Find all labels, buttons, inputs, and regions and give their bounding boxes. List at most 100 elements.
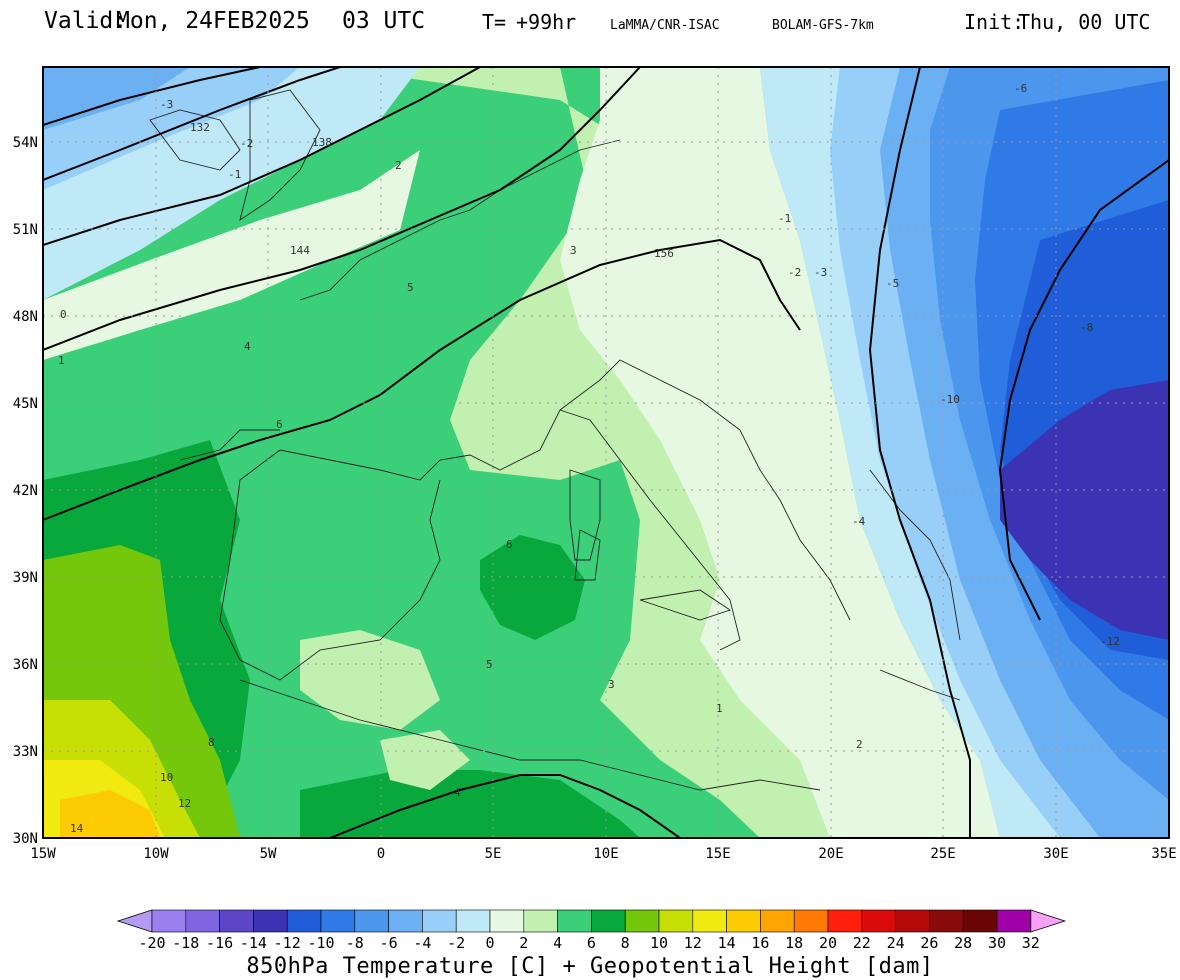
colorbar-title: 850hPa Temperature [C] + Geopotential He… xyxy=(246,954,934,979)
label-e-minus1: -1 xyxy=(778,212,791,225)
lat-axis: 54N 51N 48N 45N 42N 39N 36N 33N 30N xyxy=(13,135,38,847)
lon-label: 10W xyxy=(143,846,169,862)
colorbar-swatch xyxy=(793,909,829,933)
label-minus12: -12 xyxy=(1100,635,1120,648)
colorbar-swatch xyxy=(185,909,220,933)
colorbar-tick-label: -6 xyxy=(380,934,398,952)
colorbar-tick-label: 2 xyxy=(519,934,528,952)
label-s-3: 3 xyxy=(608,678,615,691)
colorbar-swatch xyxy=(624,909,660,933)
lat-label: 48N xyxy=(13,309,38,325)
colorbar-swatch xyxy=(895,909,930,933)
colorbar-tick-label: 20 xyxy=(819,934,837,952)
colorbar-swatch xyxy=(658,909,694,933)
lat-label: 42N xyxy=(13,483,38,499)
colorbar-swatch xyxy=(523,909,558,933)
colorbar-tick-label: 0 xyxy=(485,934,494,952)
colorbar-tick-label: 32 xyxy=(1022,934,1040,952)
label-minus4: -4 xyxy=(852,515,866,528)
model-label: BOLAM-GFS-7km xyxy=(772,18,874,33)
label-5: 5 xyxy=(407,281,414,294)
lat-label: 36N xyxy=(13,657,38,673)
lon-label: 15E xyxy=(705,846,730,862)
colorbar-tick-label: 6 xyxy=(587,934,596,952)
lat-label: 54N xyxy=(13,135,38,151)
lat-label: 30N xyxy=(13,831,38,847)
valid-time: 03 UTC xyxy=(342,8,426,34)
colorbar-swatch xyxy=(455,909,491,933)
colorbar-swatch xyxy=(760,909,795,933)
lon-label: 35E xyxy=(1151,846,1176,862)
lon-label: 0 xyxy=(377,846,385,862)
init-label: Init: xyxy=(964,10,1025,34)
colorbar-swatch xyxy=(929,909,964,933)
label-6: 6 xyxy=(276,418,283,431)
colorbar-tick-label: -12 xyxy=(274,934,301,952)
lon-label: 25E xyxy=(930,846,955,862)
colorbar-tick-label: -18 xyxy=(172,934,199,952)
colorbar-tick-label: 16 xyxy=(751,934,769,952)
colorbar-tick-label: -4 xyxy=(413,934,431,952)
colorbar-tick-label: 28 xyxy=(954,934,972,952)
colorbar-swatch xyxy=(219,909,254,933)
colorbar-tick-label: -10 xyxy=(307,934,334,952)
source-label: LaMMA/CNR-ISAC xyxy=(610,18,720,33)
label-minus3: -3 xyxy=(160,98,173,111)
colorbar-swatch xyxy=(962,909,998,933)
label-10: 10 xyxy=(160,771,173,784)
coastlines xyxy=(149,89,961,791)
lat-label: 45N xyxy=(13,396,38,412)
label-3: 3 xyxy=(570,244,577,257)
label-minus8: -8 xyxy=(1080,321,1093,334)
colorbar-lower-arrow xyxy=(116,909,153,933)
lon-label: 15W xyxy=(30,846,56,862)
lon-label: 5E xyxy=(485,846,502,862)
label-0: 0 xyxy=(60,308,67,321)
label-e-minus2: -2 xyxy=(788,266,801,279)
label-minus6: -6 xyxy=(1014,82,1027,95)
colorbar-swatch xyxy=(354,909,389,933)
label-2: 2 xyxy=(395,159,402,172)
lon-axis: 15W 10W 5W 0 5E 10E 15E 20E 25E 30E 35E xyxy=(30,846,1176,862)
label-12: 12 xyxy=(178,797,191,810)
colorbar-swatch xyxy=(422,909,457,933)
lat-label: 33N xyxy=(13,744,38,760)
colorbar-tick-label: 22 xyxy=(853,934,871,952)
contour-labels: -3 -2 -1 0 2 1 138 132 144 156 3 4 5 6 -… xyxy=(58,82,1120,835)
lon-label: 20E xyxy=(818,846,843,862)
colorbar-swatch xyxy=(557,909,592,933)
lead-label: T= xyxy=(482,10,507,34)
colorbar-tick-label: -14 xyxy=(240,934,267,952)
label-e-minus3: -3 xyxy=(814,266,827,279)
colorbar-tick-label: 14 xyxy=(718,934,736,952)
colorbar-tick-label: 24 xyxy=(887,934,905,952)
lon-label: 30E xyxy=(1043,846,1068,862)
label-minus10: -10 xyxy=(940,393,960,406)
colorbar-swatch xyxy=(388,909,423,933)
label-156: 156 xyxy=(654,247,674,260)
colorbar-swatch xyxy=(591,909,626,933)
label-s-1: 1 xyxy=(716,702,723,715)
colorbar-tick-label: 30 xyxy=(988,934,1006,952)
valid-date: Mon, 24FEB2025 xyxy=(116,8,310,34)
colorbar-tick-label: 12 xyxy=(684,934,702,952)
label-s-4: 4 xyxy=(454,786,461,799)
lat-label: 39N xyxy=(13,570,38,586)
height-contours xyxy=(43,67,1169,838)
colorbar-tick-label: -2 xyxy=(447,934,465,952)
colorbar-tick-label: 10 xyxy=(650,934,668,952)
label-s-2: 2 xyxy=(856,738,863,751)
lat-lon-grid xyxy=(43,67,1169,838)
label-138: 138 xyxy=(312,136,332,149)
colorbar-swatch xyxy=(692,909,727,933)
colorbar-upper-arrow xyxy=(1030,909,1067,933)
colorbar-swatch xyxy=(320,909,356,933)
lat-label: 51N xyxy=(13,222,38,238)
colorbar-tick-label: -20 xyxy=(138,934,165,952)
map-frame xyxy=(42,66,1170,839)
colorbar-tick-label: -16 xyxy=(206,934,233,952)
colorbar-swatch xyxy=(253,909,288,933)
colorbar-tick-label: 4 xyxy=(553,934,562,952)
colorbar-swatch xyxy=(151,909,187,933)
